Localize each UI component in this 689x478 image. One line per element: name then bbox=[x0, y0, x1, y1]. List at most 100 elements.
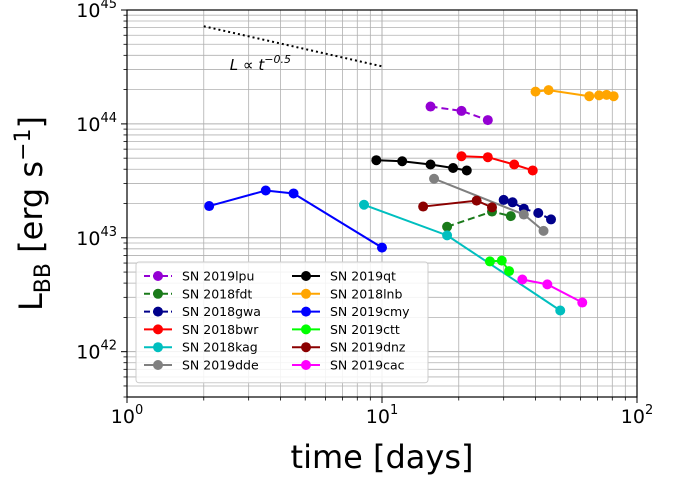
data-point bbox=[429, 173, 440, 184]
legend-item: SN 2018gwa bbox=[144, 304, 261, 319]
series-sn-2018lnb bbox=[530, 85, 619, 102]
legend-marker bbox=[301, 288, 311, 299]
data-point bbox=[505, 211, 516, 222]
data-point bbox=[517, 274, 528, 285]
data-point bbox=[456, 151, 467, 162]
series-sn-2019qt bbox=[371, 155, 472, 176]
legend-label: SN 2019dde bbox=[182, 358, 259, 373]
series-line bbox=[446, 210, 512, 228]
legend-label: SN 2019qt bbox=[330, 269, 396, 284]
data-point bbox=[442, 221, 453, 232]
legend-label: SN 2018fdt bbox=[182, 286, 252, 301]
legend-marker bbox=[301, 360, 311, 370]
series-sn-2019cac bbox=[517, 274, 588, 308]
data-point bbox=[498, 194, 509, 205]
legend-marker bbox=[153, 360, 163, 370]
series-sn-2018bwr bbox=[456, 151, 538, 176]
legend-item: SN 2019dnz bbox=[292, 340, 406, 355]
data-point bbox=[509, 159, 520, 170]
x-tick-label: 100 bbox=[111, 403, 143, 428]
data-point bbox=[425, 159, 436, 170]
data-point bbox=[482, 115, 493, 126]
legend: SN 2019lpu SN 2018fdt SN 2018gwa SN 2018bwr… bbox=[135, 261, 429, 384]
legend-item: SN 2019cac bbox=[292, 358, 405, 373]
data-point bbox=[461, 165, 472, 176]
data-point bbox=[425, 101, 436, 112]
series-sn-2018kag bbox=[359, 199, 566, 316]
series-sn-2018fdt bbox=[442, 206, 516, 232]
legend-item: SN 2019ctt bbox=[292, 322, 400, 337]
legend-item: SN 2019qt bbox=[292, 269, 396, 284]
data-point bbox=[486, 202, 497, 213]
legend-label: SN 2018bwr bbox=[182, 322, 259, 337]
legend-label: SN 2018kag bbox=[182, 340, 258, 355]
data-point bbox=[377, 242, 387, 253]
data-point bbox=[397, 156, 408, 167]
data-point bbox=[542, 279, 553, 290]
y-tick-label: 1044 bbox=[76, 111, 117, 136]
axis-ticks: 100 101 102 1042 1043 1044 1045 bbox=[76, 0, 653, 428]
y-tick-label: 1043 bbox=[76, 225, 117, 250]
reference-line bbox=[203, 25, 383, 68]
legend-marker bbox=[301, 271, 311, 281]
data-point bbox=[533, 208, 544, 219]
legend-label: SN 2018gwa bbox=[182, 304, 261, 319]
legend-marker bbox=[153, 342, 163, 353]
x-tick-label: 101 bbox=[366, 403, 398, 428]
reference-power-law-line bbox=[203, 25, 383, 68]
legend-marker bbox=[301, 306, 311, 317]
data-point bbox=[546, 214, 557, 225]
data-point bbox=[608, 91, 619, 102]
data-point bbox=[471, 195, 482, 206]
data-point bbox=[359, 199, 370, 210]
data-point bbox=[507, 197, 518, 208]
data-point bbox=[456, 105, 467, 116]
data-point bbox=[442, 230, 453, 241]
reference-line-label: L ∝ t−0.5 bbox=[230, 53, 291, 74]
legend-box bbox=[135, 261, 429, 384]
data-point bbox=[260, 185, 271, 196]
data-point bbox=[577, 297, 588, 308]
legend-item: SN 2019dde bbox=[144, 358, 259, 373]
series-sn-2018gwa bbox=[498, 194, 557, 225]
data-point bbox=[418, 201, 429, 212]
y-tick-label: 1042 bbox=[76, 339, 117, 364]
data-point bbox=[518, 209, 529, 220]
data-point bbox=[371, 155, 382, 166]
legend-marker bbox=[153, 306, 163, 317]
series-sn-2019cmy bbox=[204, 185, 387, 253]
legend-item: SN 2019cmy bbox=[292, 304, 410, 319]
data-point bbox=[448, 162, 459, 173]
legend-item: SN 2018bwr bbox=[144, 322, 259, 337]
legend-marker bbox=[153, 324, 163, 335]
data-point bbox=[288, 188, 299, 199]
legend-item: SN 2018kag bbox=[144, 340, 258, 355]
legend-item: SN 2019lpu bbox=[144, 269, 254, 284]
data-point bbox=[538, 225, 549, 236]
data-point bbox=[482, 152, 493, 163]
data-point bbox=[527, 165, 538, 176]
x-axis-label: time [days] bbox=[291, 438, 474, 476]
data-point bbox=[584, 91, 595, 102]
legend-label: SN 2019dnz bbox=[330, 340, 406, 355]
series-sn-2019dnz bbox=[418, 195, 497, 213]
y-tick-label: 1045 bbox=[76, 0, 117, 22]
legend-marker bbox=[301, 324, 311, 335]
legend-marker bbox=[153, 271, 163, 281]
plot-frame bbox=[126, 9, 638, 398]
legend-item: SN 2018fdt bbox=[144, 286, 252, 301]
data-point bbox=[594, 90, 605, 101]
legend-label: SN 2019lpu bbox=[182, 269, 254, 284]
data-point bbox=[204, 201, 215, 212]
legend-label: SN 2019cmy bbox=[330, 304, 410, 319]
x-tick-label: 102 bbox=[621, 403, 653, 428]
legend-marker bbox=[301, 342, 311, 353]
legend-marker bbox=[153, 288, 163, 299]
series-sn-2019lpu bbox=[425, 101, 493, 126]
series-line bbox=[430, 105, 489, 122]
data-point bbox=[496, 255, 507, 266]
legend-label: SN 2018lnb bbox=[330, 286, 402, 301]
data-point bbox=[504, 266, 515, 277]
data-point bbox=[543, 85, 554, 96]
data-point bbox=[530, 86, 541, 97]
